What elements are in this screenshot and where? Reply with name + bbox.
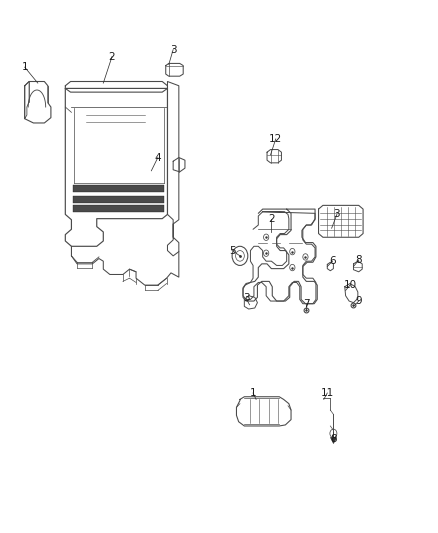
Text: 6: 6 bbox=[329, 256, 336, 266]
Text: 8: 8 bbox=[331, 434, 337, 445]
Polygon shape bbox=[73, 196, 164, 203]
Polygon shape bbox=[73, 205, 164, 212]
Text: 12: 12 bbox=[269, 134, 283, 144]
Text: 8: 8 bbox=[355, 255, 362, 265]
Text: 9: 9 bbox=[355, 296, 362, 306]
Polygon shape bbox=[73, 185, 164, 192]
Text: 5: 5 bbox=[229, 246, 235, 255]
Text: 2: 2 bbox=[109, 52, 115, 61]
Text: 11: 11 bbox=[321, 388, 334, 398]
Text: 1: 1 bbox=[21, 62, 28, 72]
Text: 4: 4 bbox=[155, 152, 161, 163]
Text: 2: 2 bbox=[268, 214, 275, 224]
Text: 1: 1 bbox=[250, 388, 256, 398]
Text: 3: 3 bbox=[170, 45, 177, 54]
Text: 3: 3 bbox=[243, 293, 249, 303]
Text: 7: 7 bbox=[303, 298, 310, 309]
Text: 10: 10 bbox=[343, 280, 357, 290]
Text: 3: 3 bbox=[334, 209, 340, 220]
